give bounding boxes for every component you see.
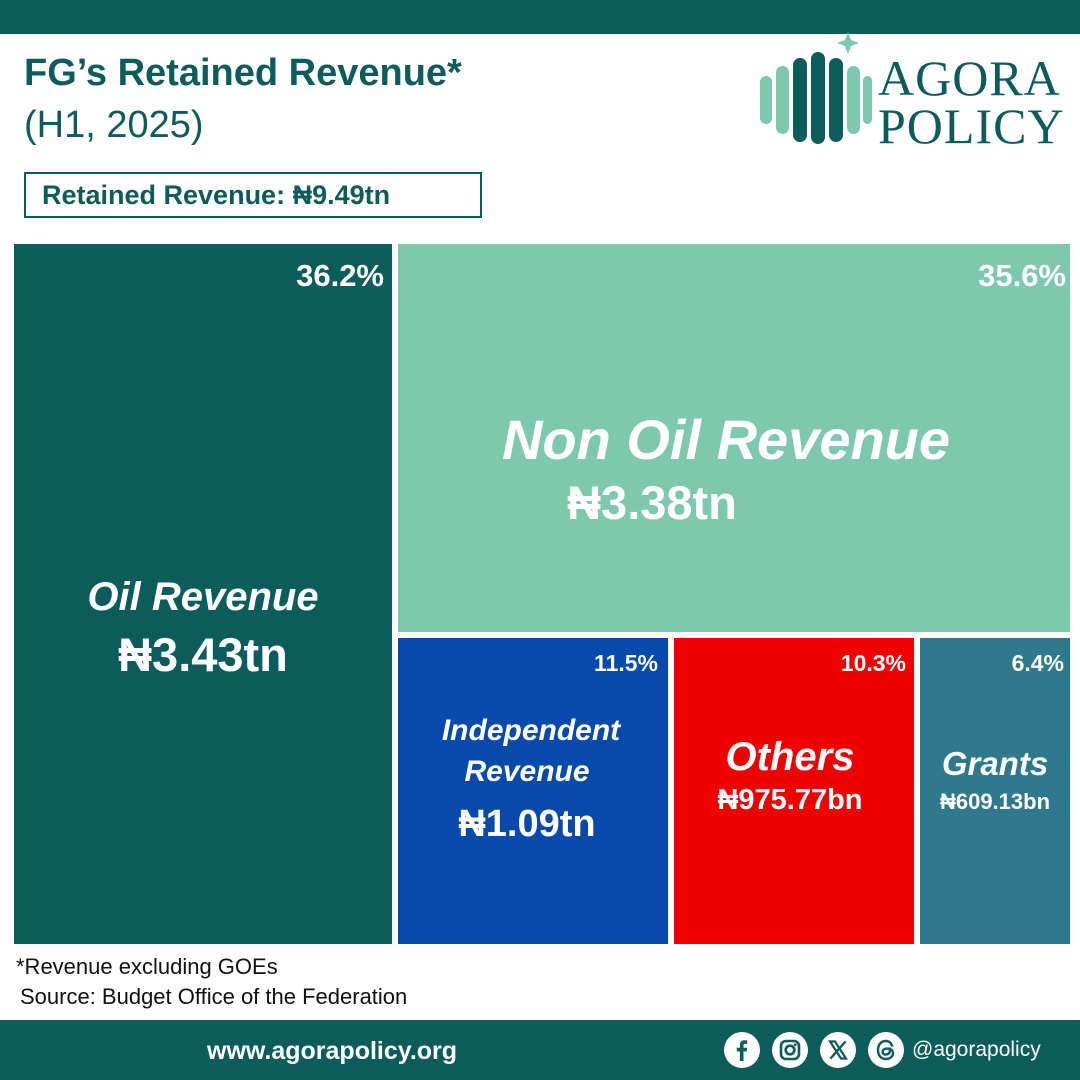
top-bar — [0, 0, 1080, 34]
non-oil-revenue-label: Non Oil Revenue — [501, 408, 951, 471]
independent-revenue-label-line1: Independent — [441, 714, 621, 747]
others-label: Others — [725, 735, 855, 779]
threads-icon[interactable] — [868, 1032, 904, 1068]
oil-revenue-value: ₦3.43tn — [118, 628, 288, 681]
logo-line-1: AGORA — [878, 50, 1061, 106]
tile-independent-revenue: 11.5% Independent Revenue ₦1.09tn — [398, 638, 668, 944]
grants-label: Grants — [941, 745, 1049, 782]
independent-revenue-percent: 11.5% — [594, 650, 658, 676]
bottom-bar: www.agorapolicy.org @agorapolicy — [0, 1020, 1080, 1080]
independent-revenue-value: ₦1.09tn — [458, 803, 596, 845]
total-revenue-box: Retained Revenue: ₦9.49tn — [24, 172, 482, 218]
tile-others: 10.3% Others ₦975.77bn — [674, 638, 914, 944]
chart-subtitle: (H1, 2025) — [24, 104, 204, 146]
tile-non-oil-revenue: 35.6% Non Oil Revenue ₦3.38tn — [398, 244, 1070, 632]
oil-revenue-percent: 36.2% — [296, 258, 384, 293]
others-percent: 10.3% — [840, 650, 906, 676]
x-icon[interactable] — [820, 1032, 856, 1068]
non-oil-revenue-value: ₦3.38tn — [567, 476, 737, 529]
instagram-icon[interactable] — [772, 1032, 808, 1068]
agora-policy-logo: AGORA POLICY — [756, 30, 1076, 154]
logo-text: AGORA POLICY — [878, 50, 1065, 154]
social-links: @agorapolicy — [724, 1032, 1041, 1068]
logo-mark-icon — [760, 32, 872, 144]
chart-title: FG’s Retained Revenue* — [24, 52, 462, 94]
website-link[interactable]: www.agorapolicy.org — [207, 1037, 458, 1065]
non-oil-revenue-percent: 35.6% — [978, 258, 1066, 293]
facebook-icon[interactable] — [724, 1032, 760, 1068]
footnote-source: Source: Budget Office of the Federation — [20, 984, 408, 1009]
oil-revenue-label: Oil Revenue — [87, 575, 319, 619]
logo-line-2: POLICY — [878, 98, 1065, 154]
total-revenue-label: Retained Revenue: ₦9.49tn — [42, 179, 391, 210]
footnote: *Revenue excluding GOEs Source: Budget O… — [16, 952, 407, 1012]
others-value: ₦975.77bn — [717, 784, 863, 816]
grants-percent: 6.4% — [1011, 650, 1064, 676]
tile-oil-revenue: 36.2% Oil Revenue ₦3.43tn — [14, 244, 392, 944]
tile-grants: 6.4% Grants ₦609.13bn — [920, 638, 1070, 944]
grants-value: ₦609.13bn — [939, 789, 1051, 814]
independent-revenue-label-line2: Revenue — [464, 755, 590, 788]
footnote-note: *Revenue excluding GOEs — [16, 954, 278, 979]
social-handle[interactable]: @agorapolicy — [912, 1038, 1041, 1061]
